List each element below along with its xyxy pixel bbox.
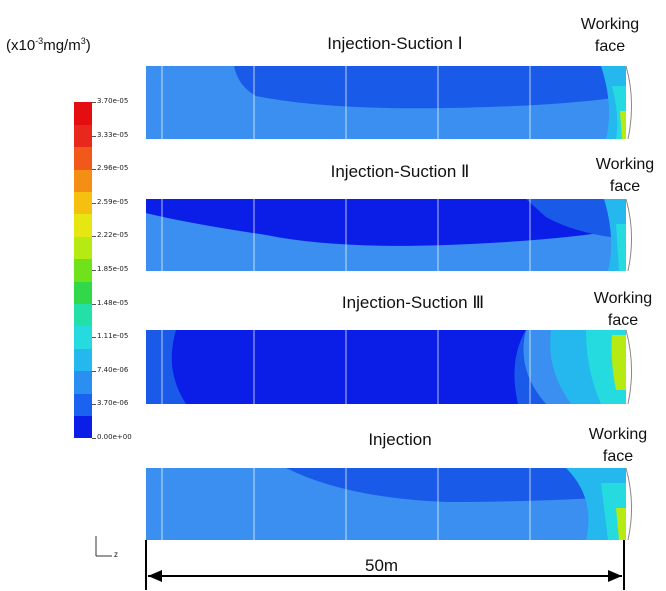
working-face-line-1: Working — [588, 426, 648, 443]
unit-exponent-2: 3 — [80, 36, 86, 46]
colorbar-tick-label: 0.00e+00 — [97, 433, 132, 441]
colorbar-segment — [74, 303, 92, 327]
colorbar-segment — [74, 348, 92, 372]
colorbar — [74, 102, 92, 439]
colorbar-tick-label: 2.59e-05 — [97, 197, 129, 206]
axis-z-label: z — [114, 550, 118, 559]
contour-panel-1 — [146, 66, 633, 139]
colorbar-tick — [92, 270, 96, 271]
colorbar-segment — [74, 370, 92, 394]
working-face-label-1: Working face — [565, 14, 655, 58]
panel-title-4: Injection — [368, 430, 432, 449]
working-face-line-2: face — [602, 448, 634, 465]
scale-bar — [145, 540, 625, 590]
colorbar-segment — [74, 124, 92, 148]
working-face-line-1: Working — [595, 156, 655, 173]
panel-title-2: Injection-Suction Ⅱ — [330, 162, 470, 181]
colorbar-segment — [74, 169, 92, 193]
unit-exponent-1: -3 — [35, 36, 44, 46]
contour-panel-4 — [146, 468, 633, 540]
unit-label: (x10-3mg/m3) — [6, 36, 91, 54]
colorbar-tick — [92, 169, 96, 171]
working-face-line-2: face — [609, 178, 641, 195]
contour-panel-3 — [146, 330, 633, 404]
colorbar-segment — [74, 415, 92, 439]
colorbar-tick-label: 7.40e-06 — [97, 365, 129, 374]
colorbar-tick-label: 1.11e-05 — [97, 332, 129, 341]
working-face-label-2: Working face — [580, 154, 666, 198]
colorbar-tick-label: 2.96e-05 — [97, 164, 129, 173]
colorbar-segment — [74, 214, 92, 237]
colorbar-tick — [92, 404, 96, 406]
axis-triad-icon — [95, 536, 112, 557]
colorbar-tick — [92, 236, 96, 238]
unit-suffix: ) — [85, 37, 91, 54]
colorbar-tick — [92, 135, 96, 137]
scale-label: 50m — [365, 556, 399, 575]
colorbar-segment — [74, 258, 92, 282]
colorbar-tick — [92, 370, 96, 372]
panel-title-1: Injection-Suction Ⅰ — [327, 34, 463, 53]
panel-title-3: Injection-Suction Ⅲ — [341, 293, 485, 312]
colorbar-tick — [92, 337, 96, 339]
unit-mid: mg/m — [43, 37, 81, 54]
colorbar-tick — [92, 202, 96, 204]
working-face-label-3: Working face — [578, 288, 666, 332]
colorbar-tick-label: 2.22e-05 — [97, 231, 129, 240]
working-face-line-1: Working — [580, 16, 640, 33]
colorbar-tick-label: 3.70e-06 — [97, 399, 129, 408]
working-face-line-2: face — [594, 38, 626, 55]
working-face-label-4: Working face — [573, 424, 663, 468]
unit-prefix: (x10 — [6, 37, 36, 54]
colorbar-segment — [74, 236, 92, 260]
contour-panel-2 — [146, 199, 633, 271]
colorbar-segment — [74, 326, 92, 349]
working-face-line-1: Working — [593, 290, 653, 307]
colorbar-tick-label: 3.70e-05 — [97, 97, 129, 105]
colorbar-segment — [74, 393, 92, 417]
working-face-line-2: face — [607, 312, 639, 329]
colorbar-segment — [74, 146, 92, 170]
colorbar-tick — [92, 102, 96, 103]
colorbar-tick — [92, 303, 96, 305]
colorbar-tick-label: 1.48e-05 — [97, 298, 129, 307]
colorbar-segment — [74, 191, 92, 215]
colorbar-tick-label: 1.85e-05 — [97, 265, 129, 273]
colorbar-tick — [92, 438, 96, 439]
colorbar-segment — [74, 102, 92, 125]
colorbar-tick-label: 3.33e-05 — [97, 130, 129, 139]
colorbar-segment — [74, 281, 92, 305]
